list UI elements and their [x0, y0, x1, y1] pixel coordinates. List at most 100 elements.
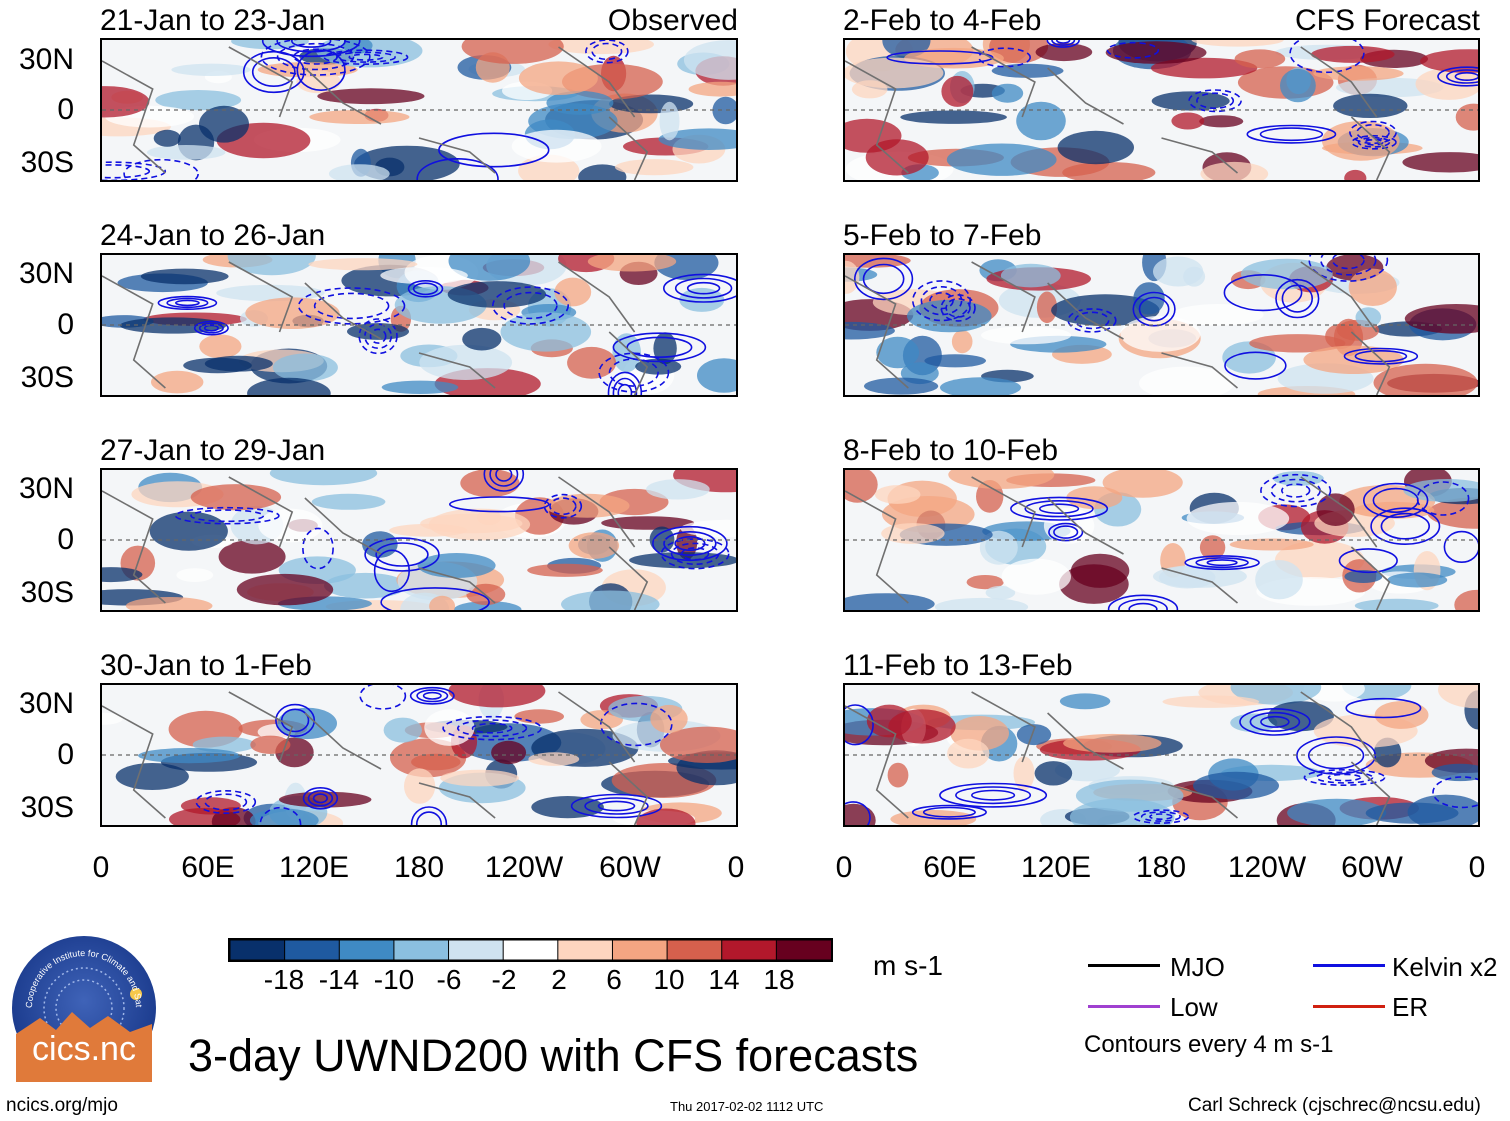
- kelvin-contour: [1356, 124, 1390, 141]
- anomaly-blob: [1403, 479, 1478, 502]
- kelvin-contour: [1370, 507, 1441, 546]
- anomaly-blob: [888, 709, 956, 744]
- kelvin-contour: [260, 40, 371, 76]
- kelvin-contour: [1039, 503, 1080, 515]
- anomaly-blob: [245, 297, 340, 329]
- kelvin-contour: [491, 286, 569, 325]
- anomaly-blob: [946, 143, 1057, 176]
- kelvin-contour: [1053, 525, 1079, 539]
- kelvin-contour: [369, 328, 387, 344]
- anomaly-blob: [1344, 169, 1367, 180]
- anomaly-blob: [1344, 570, 1383, 583]
- kelvin-contour: [375, 542, 429, 567]
- coastline: [418, 352, 496, 389]
- panel-title: 11-Feb to 13-Feb: [843, 649, 1073, 682]
- panel-title: 8-Feb to 10-Feb: [843, 434, 1059, 467]
- anomaly-blob: [272, 353, 338, 382]
- anomaly-blob: [1036, 291, 1058, 324]
- anomaly-blob: [447, 281, 547, 308]
- anomaly-blob: [308, 258, 418, 271]
- anomaly-blob: [568, 532, 620, 559]
- anomaly-blob: [712, 96, 736, 125]
- legend-label-mjo: MJO: [1170, 952, 1225, 982]
- y-tick-label: 0: [57, 308, 74, 341]
- kelvin-contour: [922, 806, 976, 818]
- anomaly-blob: [328, 164, 390, 180]
- kelvin-contour: [190, 509, 265, 523]
- kelvin-contour: [407, 279, 444, 298]
- kelvin-contour: [193, 320, 229, 336]
- kelvin-contour: [612, 332, 707, 363]
- y-tick-label: 30N: [18, 43, 74, 76]
- map-panel: [100, 38, 738, 182]
- anomaly-blob: [146, 145, 226, 160]
- anomaly-blob: [1311, 45, 1395, 63]
- coastline: [1300, 46, 1378, 118]
- column-label-observed: Observed: [607, 4, 738, 37]
- x-tick-label: 120W: [484, 851, 564, 884]
- anomaly-blob: [865, 139, 929, 176]
- kelvin-contour: [242, 50, 305, 94]
- column-label-forecast: CFS Forecast: [1294, 4, 1480, 37]
- anomaly-blob: [102, 567, 143, 583]
- kelvin-contour: [1138, 296, 1170, 322]
- x-tick-label: 60E: [181, 851, 235, 884]
- y-tick-label: 30N: [18, 472, 74, 505]
- coastline: [1161, 567, 1239, 604]
- anomaly-blob: [554, 277, 592, 307]
- anomaly-blob: [874, 485, 921, 504]
- kelvin-contour: [195, 790, 257, 815]
- coastline: [1047, 282, 1124, 340]
- kelvin-contour: [503, 291, 558, 320]
- kelvin-contour: [1432, 776, 1478, 809]
- kelvin-contour: [364, 323, 393, 349]
- kelvin-contour: [166, 297, 209, 309]
- footer-link[interactable]: ncics.org/mjo: [6, 1095, 118, 1116]
- anomaly-blob: [1354, 598, 1439, 610]
- kelvin-contour: [259, 806, 302, 825]
- kelvin-contour: [1239, 708, 1311, 736]
- anomaly-blob: [1066, 486, 1123, 510]
- anomaly-blob: [683, 40, 736, 80]
- kelvin-contour: [845, 801, 871, 825]
- x-tick-label: 120W: [1227, 851, 1307, 884]
- kelvin-contour: [663, 530, 717, 556]
- coastline: [228, 261, 294, 333]
- kelvin-contour: [911, 804, 987, 820]
- coastline: [1350, 546, 1391, 610]
- coastline: [228, 476, 294, 548]
- kelvin-contour: [416, 158, 499, 180]
- kelvin-contour: [945, 298, 971, 318]
- anomaly-blob: [578, 164, 627, 180]
- kelvin-contour: [608, 358, 659, 387]
- anomaly-blob: [864, 377, 939, 395]
- anomaly-blob: [428, 508, 531, 541]
- kelvin-contour: [955, 786, 1032, 805]
- anomaly-blob: [876, 336, 920, 369]
- kelvin-contour: [495, 470, 513, 482]
- anomaly-blob: [1035, 43, 1093, 62]
- kelvin-contour: [302, 787, 339, 810]
- kelvin-contour: [422, 691, 442, 700]
- colorbar-swatch: [557, 940, 614, 960]
- anomaly-blob: [947, 738, 990, 769]
- kelvin-contour: [364, 537, 440, 572]
- kelvin-contour: [1327, 773, 1362, 782]
- anomaly-blob: [659, 726, 736, 763]
- kelvin-contour: [489, 470, 519, 487]
- kelvin-contour: [912, 280, 972, 322]
- map-panel: [843, 468, 1480, 612]
- kelvin-contour: [1437, 66, 1478, 87]
- x-tick-label: 0: [835, 851, 853, 884]
- kelvin-contour: [626, 336, 693, 359]
- kelvin-contour: [204, 793, 248, 811]
- kelvin-contour: [686, 281, 721, 295]
- anomaly-blob: [646, 479, 710, 500]
- anomaly-blob: [881, 523, 945, 544]
- coastline: [304, 282, 382, 340]
- coastline: [418, 137, 496, 174]
- kelvin-contour: [1118, 598, 1168, 610]
- main-title: 3-day UWND200 with CFS forecasts: [188, 1030, 919, 1081]
- coastline: [304, 67, 382, 125]
- anomaly-blob: [1000, 263, 1061, 288]
